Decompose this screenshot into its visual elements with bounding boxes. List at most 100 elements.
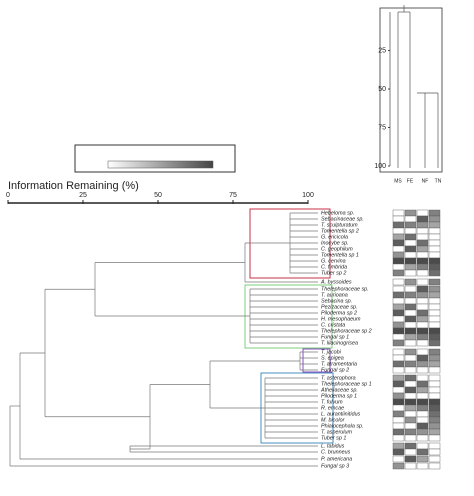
species-label: C. cristata [321,322,345,328]
species-label: Sebacinaceae sp. [321,216,364,222]
heatmap-cell [404,434,417,442]
species-label: T. asterophora [321,375,356,381]
heatmap-cell [404,327,417,335]
heatmap-cell [404,285,417,293]
heatmap-cell [428,251,441,259]
axis-label: Information Remaining (%) [8,180,139,192]
species-label: C. geophilum [321,246,353,252]
heatmap-cell [416,416,429,424]
heatmap-cell [392,462,405,470]
species-label: Atheliaceae sp. [320,387,358,393]
heatmap-cell [392,410,405,418]
species-label: Hebeloma sp. [321,210,354,216]
heatmap-cell [404,442,417,450]
heatmap-cell [392,269,405,277]
heatmap-cell [392,366,405,374]
heatmap-cell [404,303,417,311]
heatmap-cell [416,442,429,450]
heatmap-cell [392,303,405,311]
species-label: Piloderma sp 1 [321,393,357,399]
heatmap-cell [428,428,441,436]
heatmap-cell [416,398,429,406]
tick-label: 100 [302,192,314,199]
heatmap-cell [416,448,429,456]
column-label: FE [407,178,414,184]
heatmap-cell [428,291,441,299]
heatmap-cell [404,315,417,323]
heatmap-cell [392,239,405,247]
heatmap-cell [392,360,405,368]
cluster-box [244,284,333,349]
heatmap-cell [404,404,417,412]
species-label: H. mesophaeum [321,316,361,322]
heatmap-cell [428,333,441,341]
heatmap-cell [404,209,417,217]
species-label: G. cervina [321,258,346,264]
heatmap-cell [392,327,405,335]
heatmap-cell [428,303,441,311]
heatmap-cell [428,269,441,277]
column-dendrogram-frame [379,7,443,173]
heatmap-cell [404,398,417,406]
heatmap-cell [428,416,441,424]
heatmap-cell [416,221,429,229]
heatmap-cell [416,321,429,329]
heatmap-cell [428,285,441,293]
heatmap-cell [428,448,441,456]
heatmap-cell [428,309,441,317]
heatmap-cell [416,380,429,388]
heatmap-cell [404,392,417,400]
species-label: Thelephoraceae sp 2 [321,328,372,334]
species-label: T. fulvum [321,399,343,405]
heatmap-cell [428,398,441,406]
heatmap-cell [404,333,417,341]
heatmap-cell [416,297,429,305]
species-label: M. bicolor [321,417,345,423]
heatmap-cell [428,239,441,247]
heatmap-cell [392,263,405,271]
heatmap-cell [392,455,405,463]
heatmap-cell [392,348,405,356]
column-label: MS [394,178,402,184]
heatmap-cell [428,392,441,400]
species-label: T. atramentaria [321,361,357,367]
heatmap-cell [416,263,429,271]
heatmap-cell [404,462,417,470]
heatmap-cell [428,442,441,450]
heatmap-cell [416,291,429,299]
heatmap-cell [428,221,441,229]
species-label: T. lilacinogrisea [321,340,358,346]
heatmap-cell [416,354,429,362]
heatmap-cell [416,348,429,356]
heatmap-cell [428,354,441,362]
heatmap-cell [416,327,429,335]
heatmap-cell [404,360,417,368]
heatmap-cell [428,278,441,286]
species-label: G. ericicola [321,234,348,240]
heatmap-cell [416,285,429,293]
heatmap-cell [428,245,441,253]
tick-label: 100 [374,163,386,170]
heatmap-cell [404,428,417,436]
heatmap-cell [392,374,405,382]
species-label: Tomentella sp 2 [321,228,359,234]
heatmap-cell [392,422,405,430]
heatmap-cell [428,404,441,412]
heatmap-cell [404,221,417,229]
heatmap-cell [428,257,441,265]
heatmap-cell [404,263,417,271]
heatmap-cell [404,448,417,456]
heatmap-cell [392,251,405,259]
heatmap-cell [428,209,441,217]
heatmap-cell [392,386,405,394]
heatmap-cell [392,297,405,305]
species-label: Thelephoraceae sp. [321,286,369,292]
species-label: T. jacobi [321,349,342,355]
heatmap-cell [404,321,417,329]
column-label: TN [435,178,442,184]
heatmap-cell [416,251,429,259]
heatmap-cell [392,245,405,253]
heatmap-cell [392,209,405,217]
heatmap-cell [404,366,417,374]
